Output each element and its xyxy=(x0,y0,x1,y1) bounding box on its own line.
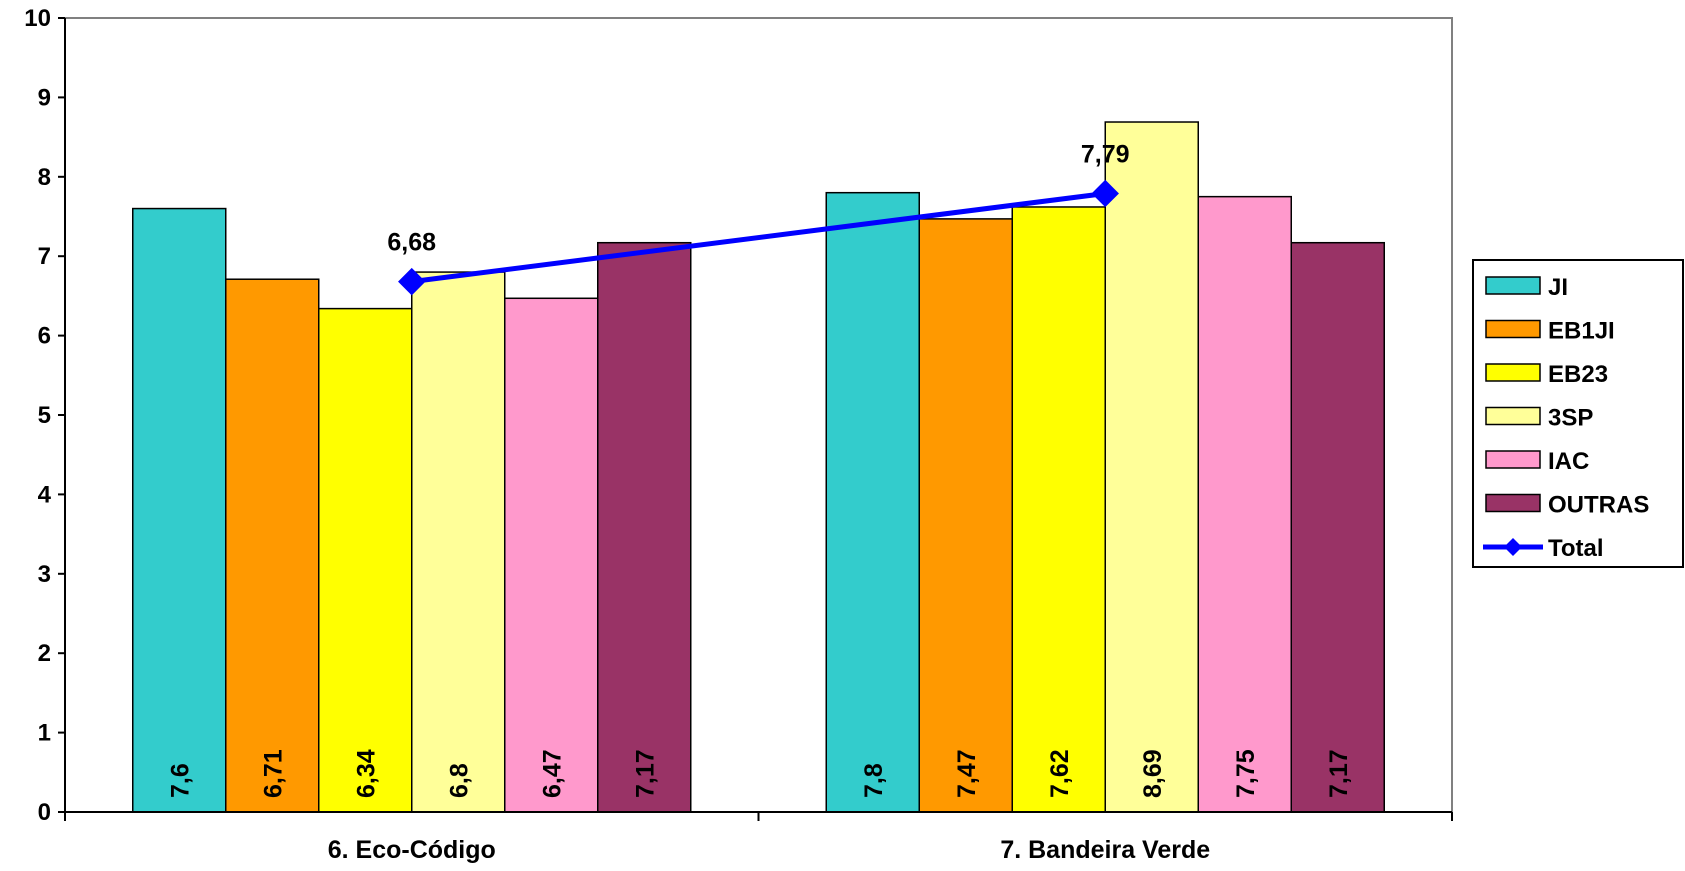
y-tick-label: 5 xyxy=(38,402,51,429)
total-marker xyxy=(398,267,426,296)
bar-value-label: 6,8 xyxy=(445,763,473,798)
bars-group xyxy=(132,121,1385,813)
legend-label-iac: IAC xyxy=(1548,448,1589,475)
y-tick-label: 2 xyxy=(38,640,51,667)
y-tick-label: 1 xyxy=(38,720,51,747)
bar-3sp-0 xyxy=(411,271,506,813)
y-tick-label: 0 xyxy=(38,799,51,826)
x-category-label: 6. Eco-Código xyxy=(328,836,496,864)
y-tick-label: 10 xyxy=(24,5,51,32)
bar-value-label: 7,8 xyxy=(860,763,888,798)
legend-label-ji: JI xyxy=(1548,274,1568,301)
bar-iac-0 xyxy=(504,297,599,813)
y-tick-label: 6 xyxy=(38,323,51,350)
bar-ji-0 xyxy=(132,207,227,813)
total-value-label: 6,68 xyxy=(387,229,436,257)
x-category-label: 7. Bandeira Verde xyxy=(1000,836,1210,864)
bar-eb23-0 xyxy=(318,307,413,813)
bar-value-label: 6,47 xyxy=(538,749,566,798)
legend: JI EB1JI EB23 3SP IAC OUTRAS Total xyxy=(1472,259,1684,568)
legend-swatch-eb1ji xyxy=(1485,319,1541,339)
y-tick-label: 3 xyxy=(38,561,51,588)
bar-value-label: 7,75 xyxy=(1232,749,1260,798)
bar-eb1ji-1 xyxy=(918,218,1013,813)
bar-value-label: 6,34 xyxy=(352,749,380,798)
bar-labels-group: 7,6 6,71 6,34 6,8 6,47 7,17 7,8 7,47 7,62 8,69 7,7… xyxy=(166,749,1353,798)
y-tick-label: 4 xyxy=(38,481,52,508)
bar-iac-1 xyxy=(1197,195,1292,813)
legend-swatch-iac xyxy=(1485,450,1541,469)
bar-eb1ji-0 xyxy=(225,278,320,813)
legend-label-outras: OUTRAS xyxy=(1548,492,1649,519)
legend-swatch-3sp xyxy=(1485,406,1541,426)
legend-swatch-eb23 xyxy=(1485,363,1541,382)
bar-outras-0 xyxy=(597,241,692,813)
total-marker xyxy=(1091,179,1119,208)
legend-total-marker xyxy=(1504,538,1522,556)
total-line xyxy=(411,190,1106,285)
y-tick-label: 9 xyxy=(38,84,51,111)
total-line-group: 6,68 7,79 xyxy=(387,140,1130,296)
y-tick-label: 8 xyxy=(38,164,51,191)
total-value-label: 7,79 xyxy=(1081,140,1130,168)
y-tick-label: 7 xyxy=(38,243,51,270)
bar-outras-1 xyxy=(1290,241,1385,813)
bar-value-label: 6,71 xyxy=(259,749,287,798)
bar-ji-1 xyxy=(825,191,920,813)
axes-group: 0 1 2 3 4 5 6 7 8 9 10 6. Eco-Código 7. Bandeira Ver… xyxy=(24,5,1453,864)
bar-value-label: 7,17 xyxy=(631,749,659,798)
bar-eb23-1 xyxy=(1011,206,1106,813)
legend-label-eb23: EB23 xyxy=(1548,361,1608,388)
bar-value-label: 8,69 xyxy=(1139,749,1167,798)
bar-value-label: 7,17 xyxy=(1325,749,1353,798)
legend-swatch-outras xyxy=(1485,493,1541,513)
bar-value-label: 7,47 xyxy=(953,749,981,798)
legend-label-total: Total xyxy=(1548,535,1604,562)
bar-value-label: 7,6 xyxy=(166,763,194,798)
legend-swatch-ji xyxy=(1485,276,1541,295)
bar-3sp-1 xyxy=(1104,121,1199,813)
legend-label-eb1ji: EB1JI xyxy=(1548,318,1615,345)
legend-label-3sp: 3SP xyxy=(1548,405,1593,432)
bar-value-label: 7,62 xyxy=(1046,749,1074,798)
